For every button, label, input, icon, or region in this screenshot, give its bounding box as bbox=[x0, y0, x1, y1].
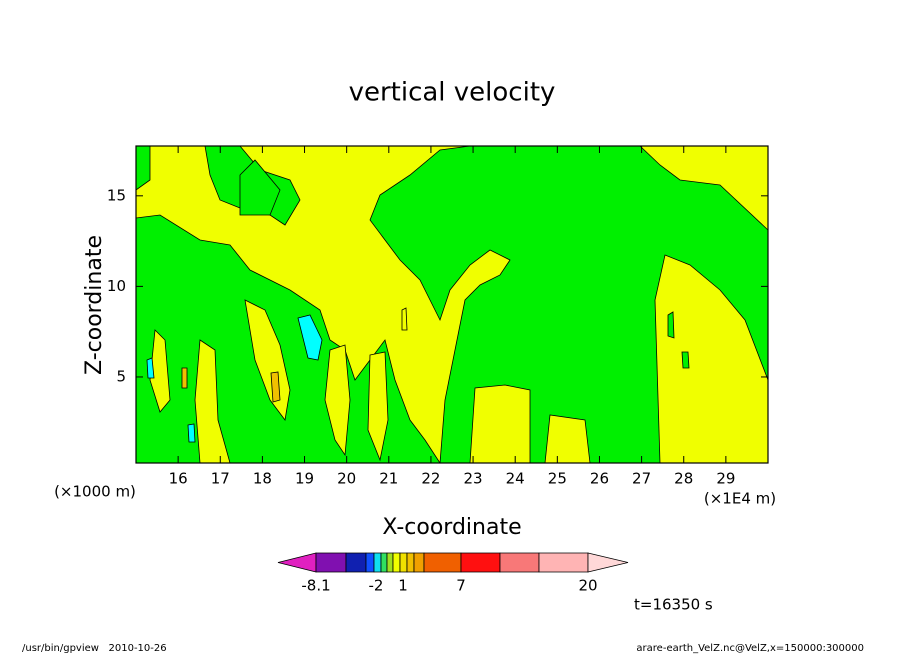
colorbar-swatch bbox=[392, 552, 401, 573]
y-tick-label: 15 bbox=[107, 186, 126, 204]
contour-region bbox=[239, 159, 281, 216]
colorbar-swatch bbox=[365, 552, 375, 573]
contour-region bbox=[324, 344, 351, 457]
colorbar-label: 20 bbox=[578, 577, 597, 595]
colorbar-swatch bbox=[406, 552, 415, 573]
contour-region bbox=[270, 371, 281, 403]
x-tick-label: 18 bbox=[253, 470, 272, 488]
x-tick-label: 29 bbox=[716, 470, 735, 488]
contour-region bbox=[367, 351, 389, 462]
colorbar-swatch bbox=[345, 552, 367, 573]
colorbar-swatch bbox=[460, 552, 501, 573]
contour-region bbox=[297, 314, 323, 361]
x-axis-label: X-coordinate bbox=[382, 515, 521, 540]
contour-region bbox=[401, 307, 408, 331]
colorbar-swatch bbox=[413, 552, 425, 573]
contour-region bbox=[667, 311, 675, 339]
x-tick-label: 16 bbox=[169, 470, 188, 488]
x-tick-label: 28 bbox=[674, 470, 693, 488]
x-tick-label: 17 bbox=[211, 470, 230, 488]
colorbar-swatch bbox=[399, 552, 408, 573]
x-tick-label: 21 bbox=[379, 470, 398, 488]
x-tick-label: 19 bbox=[295, 470, 314, 488]
plot-frame bbox=[135, 145, 769, 464]
x-unit: (×1E4 m) bbox=[704, 490, 776, 508]
colorbar-swatch bbox=[373, 552, 382, 573]
colorbar-label: -2 bbox=[369, 577, 384, 595]
colorbar-label: 7 bbox=[456, 577, 466, 595]
colorbar-swatch bbox=[380, 552, 388, 573]
colorbar-swatch bbox=[538, 552, 589, 573]
contour-region bbox=[146, 357, 155, 379]
colorbar-swatch bbox=[423, 552, 462, 573]
x-tick-label: 22 bbox=[421, 470, 440, 488]
y-tick-label: 10 bbox=[107, 277, 126, 295]
x-tick-label: 24 bbox=[506, 470, 525, 488]
contour-region bbox=[681, 351, 690, 369]
contour-region bbox=[181, 367, 188, 389]
colorbar-label: 1 bbox=[398, 577, 408, 595]
y-unit: (×1000 m) bbox=[54, 483, 136, 501]
x-tick-label: 20 bbox=[337, 470, 356, 488]
y-axis-label: Z-coordinate bbox=[82, 235, 107, 375]
colorbar-swatch bbox=[277, 552, 317, 573]
contour-region bbox=[187, 423, 196, 443]
y-tick-label: 5 bbox=[116, 367, 126, 385]
chart-title: vertical velocity bbox=[349, 78, 556, 108]
x-tick-label: 27 bbox=[632, 470, 651, 488]
colorbar-label: -8.1 bbox=[301, 577, 330, 595]
x-tick-label: 26 bbox=[590, 470, 609, 488]
footer-left: /usr/bin/gpview 2010-10-26 bbox=[22, 643, 167, 654]
colorbar-swatch bbox=[587, 552, 629, 573]
footer-right: arare-earth_VelZ.nc@VelZ,x=150000:300000 bbox=[636, 643, 864, 654]
x-tick-label: 25 bbox=[548, 470, 567, 488]
contour-field bbox=[135, 145, 769, 464]
colorbar-swatch bbox=[386, 552, 394, 573]
x-tick-label: 23 bbox=[464, 470, 483, 488]
colorbar-swatch bbox=[315, 552, 347, 573]
time-label: t=16350 s bbox=[634, 596, 713, 614]
colorbar: -8.1 -2 1 7 20 bbox=[277, 552, 629, 595]
colorbar-swatch bbox=[499, 552, 540, 573]
